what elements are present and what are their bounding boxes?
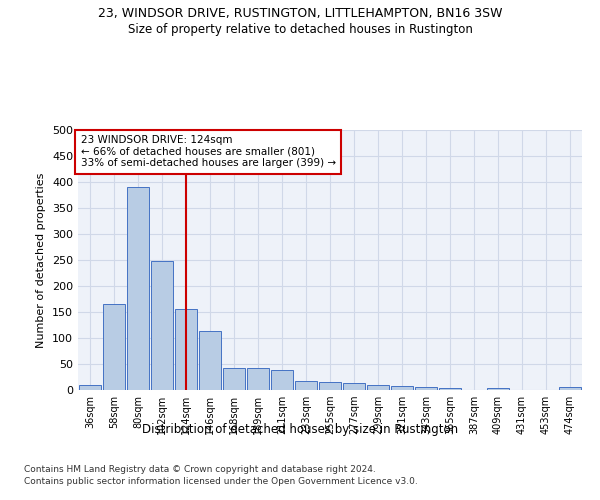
Bar	[79, 385, 101, 390]
Text: Contains public sector information licensed under the Open Government Licence v3: Contains public sector information licen…	[24, 478, 418, 486]
Bar	[175, 310, 197, 390]
Bar	[343, 383, 365, 390]
Bar	[319, 382, 341, 390]
Bar	[487, 388, 509, 390]
Bar	[151, 261, 173, 390]
Bar	[367, 386, 389, 390]
Text: 23 WINDSOR DRIVE: 124sqm
← 66% of detached houses are smaller (801)
33% of semi-: 23 WINDSOR DRIVE: 124sqm ← 66% of detach…	[80, 135, 335, 168]
Text: 23, WINDSOR DRIVE, RUSTINGTON, LITTLEHAMPTON, BN16 3SW: 23, WINDSOR DRIVE, RUSTINGTON, LITTLEHAM…	[98, 8, 502, 20]
Bar	[415, 388, 437, 390]
Bar	[127, 187, 149, 390]
Bar	[199, 331, 221, 390]
Bar	[559, 388, 581, 390]
Text: Distribution of detached houses by size in Rustington: Distribution of detached houses by size …	[142, 422, 458, 436]
Text: Size of property relative to detached houses in Rustington: Size of property relative to detached ho…	[128, 22, 472, 36]
Bar	[295, 380, 317, 390]
Bar	[391, 386, 413, 390]
Bar	[439, 388, 461, 390]
Bar	[223, 368, 245, 390]
Bar	[103, 304, 125, 390]
Bar	[271, 370, 293, 390]
Y-axis label: Number of detached properties: Number of detached properties	[37, 172, 46, 348]
Text: Contains HM Land Registry data © Crown copyright and database right 2024.: Contains HM Land Registry data © Crown c…	[24, 465, 376, 474]
Bar	[247, 368, 269, 390]
